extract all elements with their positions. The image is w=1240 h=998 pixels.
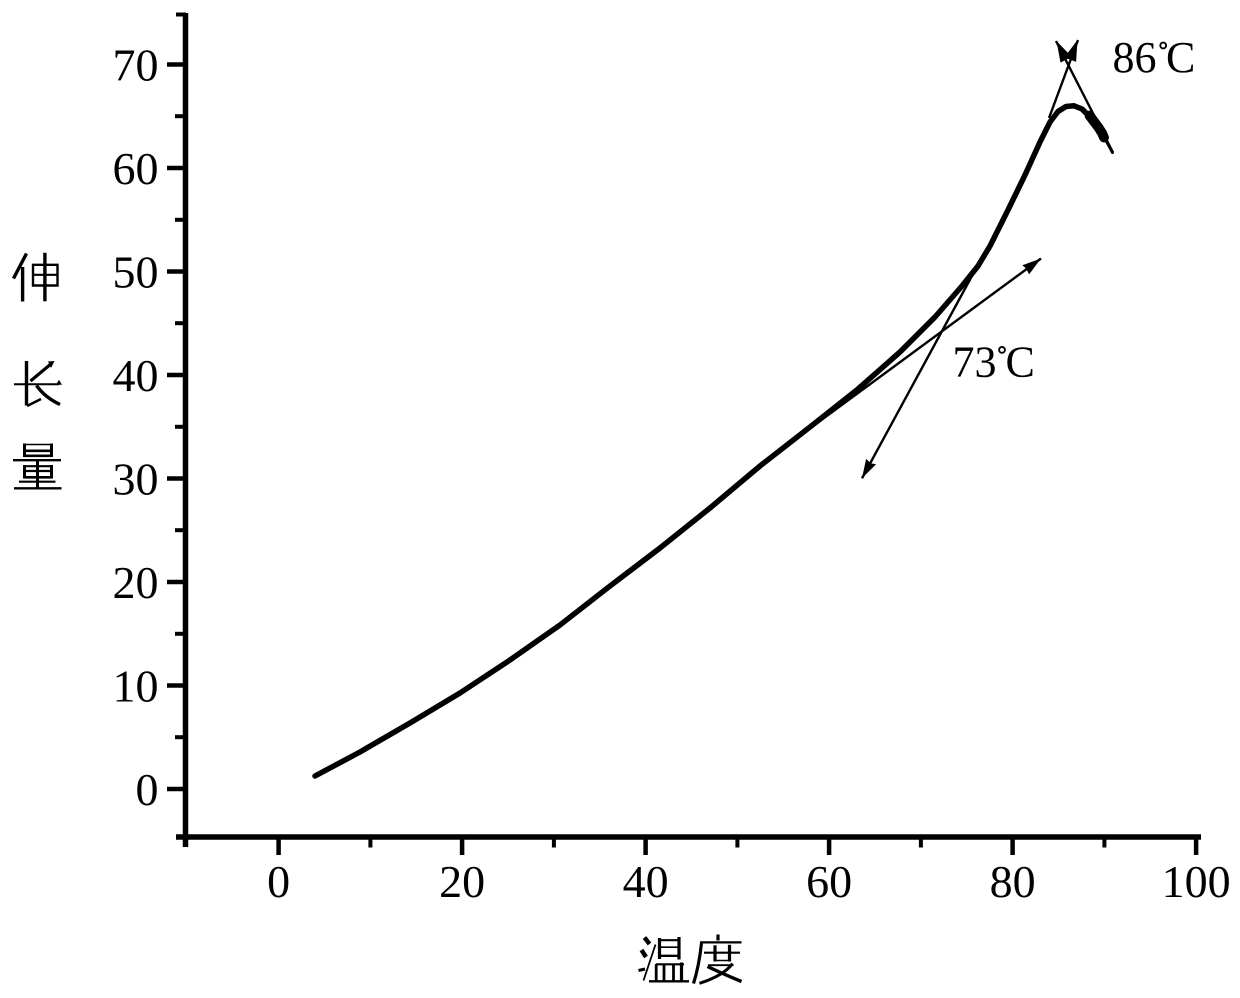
svg-text:86: 86 <box>1113 33 1157 82</box>
svg-text:50: 50 <box>113 246 159 297</box>
svg-text:10: 10 <box>113 660 159 711</box>
svg-text:0: 0 <box>267 856 290 907</box>
svg-text:70: 70 <box>113 39 159 90</box>
svg-text:100: 100 <box>1162 856 1231 907</box>
svg-text:73: 73 <box>953 338 997 387</box>
svg-text:40: 40 <box>113 350 159 401</box>
svg-text:C: C <box>1006 338 1035 387</box>
svg-text:20: 20 <box>439 856 485 907</box>
svg-text:80: 80 <box>990 856 1036 907</box>
svg-text:30: 30 <box>113 453 159 504</box>
svg-text:60: 60 <box>113 143 159 194</box>
svg-text:60: 60 <box>806 856 852 907</box>
svg-text:20: 20 <box>113 557 159 608</box>
svg-text:40: 40 <box>623 856 669 907</box>
svg-text:C: C <box>1166 33 1195 82</box>
svg-text:0: 0 <box>136 764 159 815</box>
